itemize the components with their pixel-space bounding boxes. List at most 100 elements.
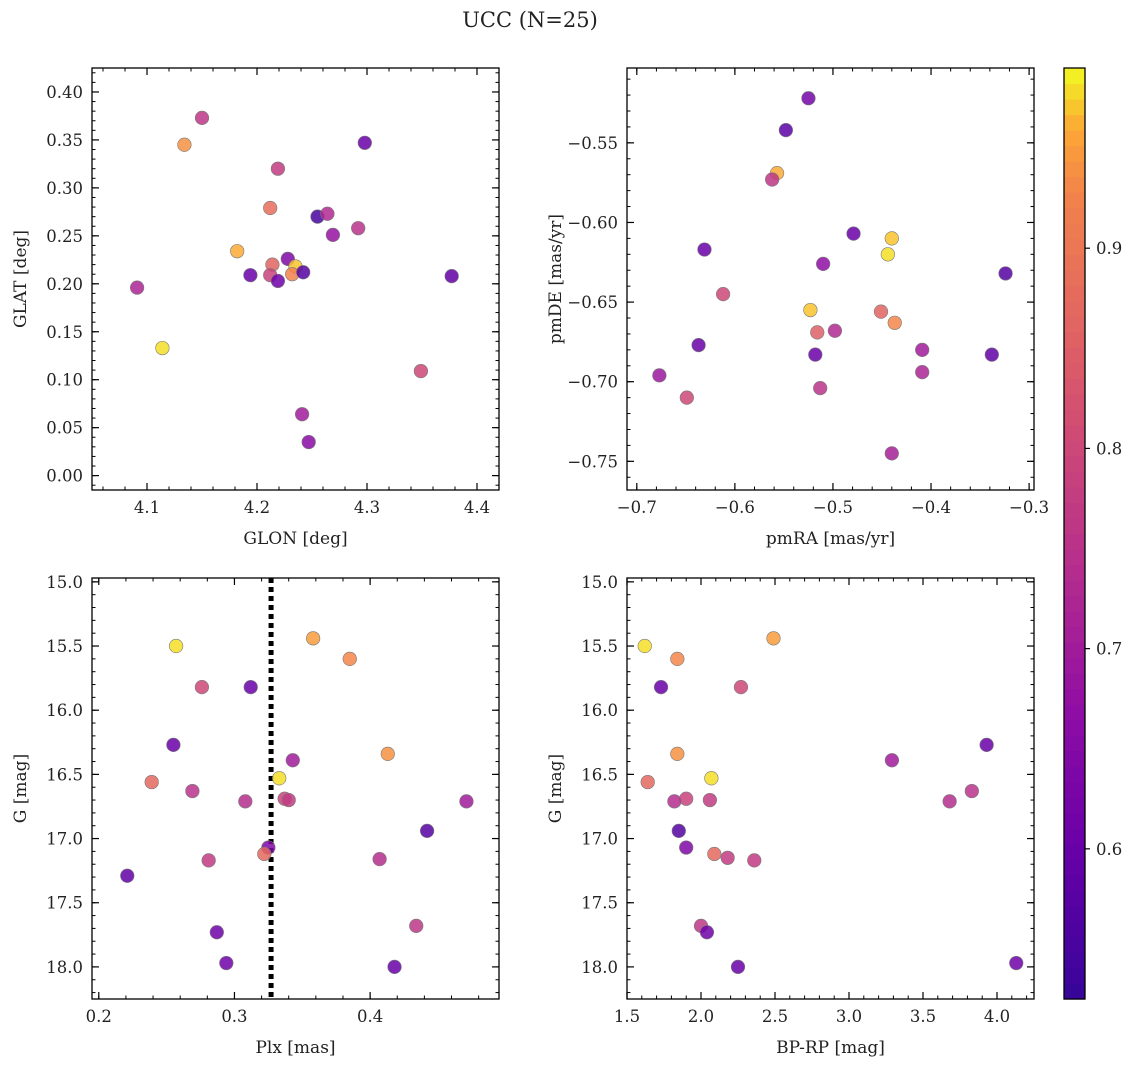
colorbar-segment <box>1064 517 1085 535</box>
data-point <box>720 850 735 865</box>
y-tick-label: 16.5 <box>581 765 618 784</box>
colorbar-segment <box>1064 68 1085 85</box>
data-point <box>285 753 300 768</box>
x-tick-label: 3.0 <box>836 1007 862 1026</box>
colorbar-segment <box>1064 285 1085 302</box>
data-point <box>296 265 311 280</box>
data-point <box>979 737 994 752</box>
x-tick-label: 4.2 <box>244 498 270 517</box>
data-point <box>915 342 930 357</box>
figure-title: UCC (N=25) <box>462 8 598 32</box>
data-point <box>765 172 780 187</box>
data-point <box>808 347 823 362</box>
data-point <box>670 746 685 761</box>
colorbar-segment <box>1064 409 1085 426</box>
panel-bprp-g: 1.5 2.0 2.5 3.0 3.5 4.0 15.0 15.5 16.0 16.5 17.0 17… <box>546 573 1035 1058</box>
data-point <box>679 390 694 405</box>
data-point <box>699 925 715 940</box>
colorbar-segment <box>1064 704 1085 721</box>
y-tick-label: 0.30 <box>46 179 83 198</box>
x-tick-label: 1.5 <box>614 1007 640 1026</box>
panel-plx-g: 0.2 0.3 0.4 15.0 15.5 16.0 16.5 17.0 17.5 18.0 Plx… <box>11 573 500 1058</box>
data-point <box>984 347 999 362</box>
colorbar-segment <box>1064 114 1085 131</box>
y-tick-label: 0.05 <box>46 419 83 438</box>
colorbar-segment <box>1064 874 1085 891</box>
colorbar-segment <box>1064 254 1085 271</box>
colorbar-segment <box>1064 611 1085 628</box>
data-point <box>964 783 979 799</box>
colorbar-segment <box>1064 766 1085 783</box>
x-tick-label: −0.7 <box>617 498 657 517</box>
data-point <box>803 302 818 318</box>
data-point <box>915 365 930 380</box>
colorbar-segment <box>1064 300 1085 317</box>
data-point <box>670 651 685 666</box>
data-point <box>671 823 686 838</box>
data-point <box>846 226 861 241</box>
x-axis-label: Plx [mas] <box>255 1038 335 1058</box>
data-point <box>209 925 224 940</box>
x-tick-label: −0.3 <box>1009 498 1049 517</box>
y-tick-label: −0.60 <box>567 213 618 232</box>
data-point <box>194 110 210 125</box>
x-axis-label: BP-RP [mag] <box>776 1038 885 1058</box>
colorbar-segment <box>1064 455 1085 473</box>
x-tick-label: −0.5 <box>813 498 853 517</box>
x-tick-label: 0.2 <box>86 1007 112 1026</box>
data-point <box>263 200 278 216</box>
data-point <box>270 161 286 176</box>
colorbar-segment <box>1064 921 1085 938</box>
colorbar-segment <box>1064 828 1085 845</box>
y-tick-label: 16.0 <box>581 701 618 720</box>
data-point <box>697 242 712 257</box>
x-tick-label: 2.5 <box>762 1007 788 1026</box>
y-tick-label: 15.5 <box>581 637 618 656</box>
data-point <box>272 771 287 786</box>
panel-pmra-pmde: −0.7 −0.6 −0.5 −0.4 −0.3 −0.75 −0.70 −0.65 −0.60… <box>546 67 1049 549</box>
data-point <box>270 273 286 289</box>
data-point <box>342 651 357 666</box>
y-tick-label: 0.20 <box>46 275 83 294</box>
panel-glon-glat: 4.1 4.2 4.3 4.4 0.00 0.05 0.10 0.15 0.20 0.25 0.30… <box>11 67 500 549</box>
colorbar-segment <box>1064 130 1085 147</box>
colorbar-segment <box>1064 83 1085 100</box>
y-tick-label: 17.5 <box>581 894 618 913</box>
colorbar-segment <box>1064 688 1085 705</box>
data-point <box>730 959 746 975</box>
colorbar-segment <box>1064 595 1085 612</box>
y-axis-label: G [mag] <box>11 754 31 823</box>
data-point <box>801 91 816 106</box>
data-point <box>827 323 843 338</box>
colorbar-segment <box>1064 859 1085 876</box>
colorbar-segment <box>1064 486 1085 504</box>
x-tick-label: 4.3 <box>354 498 380 517</box>
y-tick-label: 0.15 <box>46 323 83 342</box>
data-point <box>130 280 145 295</box>
data-point <box>873 304 889 319</box>
data-point <box>155 340 170 356</box>
x-tick-label: 0.4 <box>357 1007 383 1026</box>
colorbar-segment <box>1064 642 1085 659</box>
colorbar-tick-label: 0.8 <box>1096 439 1122 458</box>
data-point <box>219 955 234 971</box>
data-point <box>301 434 316 450</box>
colorbar-segment <box>1064 626 1085 643</box>
data-point <box>238 794 253 809</box>
y-tick-label: 17.5 <box>46 894 83 913</box>
colorbar-segment <box>1064 331 1085 348</box>
data-point <box>281 792 296 808</box>
y-tick-label: 17.0 <box>581 830 618 849</box>
colorbar-tick-label: 0.9 <box>1096 239 1122 258</box>
y-tick-label: 0.25 <box>46 227 83 246</box>
data-point <box>880 247 895 262</box>
data-point <box>144 774 159 790</box>
colorbar-segment <box>1064 269 1085 286</box>
y-tick-label: 15.5 <box>46 637 83 656</box>
y-tick-label: −0.70 <box>567 373 618 392</box>
data-point <box>419 823 435 838</box>
colorbar-segment <box>1064 502 1085 519</box>
x-tick-label: −0.6 <box>715 498 755 517</box>
y-tick-label: 0.40 <box>46 83 83 102</box>
